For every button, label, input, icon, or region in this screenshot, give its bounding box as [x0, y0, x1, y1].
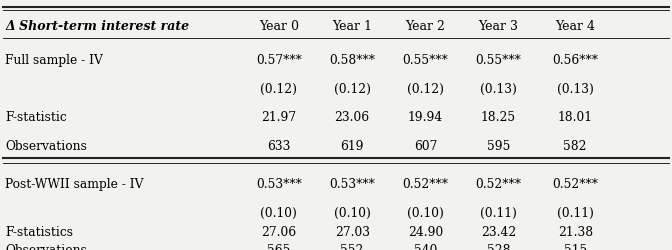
Text: (0.12): (0.12)	[260, 82, 298, 95]
Text: 0.52***: 0.52***	[403, 178, 448, 191]
Text: 552: 552	[341, 244, 364, 250]
Text: Post-WWII sample - IV: Post-WWII sample - IV	[5, 178, 144, 191]
Text: 595: 595	[487, 140, 510, 153]
Text: 21.38: 21.38	[558, 225, 593, 238]
Text: 582: 582	[564, 140, 587, 153]
Text: F-statistic: F-statistic	[5, 111, 67, 124]
Text: 633: 633	[267, 140, 290, 153]
Text: Observations: Observations	[5, 244, 87, 250]
Text: 27.06: 27.06	[261, 225, 296, 238]
Text: 0.55***: 0.55***	[403, 54, 448, 66]
Text: 0.58***: 0.58***	[329, 54, 375, 66]
Text: Year 1: Year 1	[332, 20, 372, 33]
Text: 0.57***: 0.57***	[256, 54, 302, 66]
Text: Observations: Observations	[5, 140, 87, 153]
Text: 18.25: 18.25	[481, 111, 516, 124]
Text: (0.13): (0.13)	[480, 82, 517, 95]
Text: Year 0: Year 0	[259, 20, 299, 33]
Text: 23.42: 23.42	[481, 225, 516, 238]
Text: 619: 619	[341, 140, 364, 153]
Text: Δ Short-term interest rate: Δ Short-term interest rate	[5, 20, 190, 33]
Text: Full sample - IV: Full sample - IV	[5, 54, 103, 66]
Text: (0.13): (0.13)	[557, 82, 593, 95]
Text: 528: 528	[487, 244, 510, 250]
Text: 0.56***: 0.56***	[552, 54, 598, 66]
Text: (0.11): (0.11)	[557, 206, 593, 220]
Text: 0.52***: 0.52***	[476, 178, 521, 191]
Text: 0.55***: 0.55***	[476, 54, 521, 66]
Text: Year 2: Year 2	[405, 20, 446, 33]
Text: 0.52***: 0.52***	[552, 178, 598, 191]
Text: (0.12): (0.12)	[407, 82, 444, 95]
Text: Year 4: Year 4	[555, 20, 595, 33]
Text: 23.06: 23.06	[335, 111, 370, 124]
Text: 0.53***: 0.53***	[256, 178, 302, 191]
Text: 0.53***: 0.53***	[329, 178, 375, 191]
Text: 540: 540	[414, 244, 437, 250]
Text: 27.03: 27.03	[335, 225, 370, 238]
Text: (0.12): (0.12)	[333, 82, 371, 95]
Text: F-statistics: F-statistics	[5, 225, 73, 238]
Text: Year 3: Year 3	[478, 20, 519, 33]
Text: 19.94: 19.94	[408, 111, 443, 124]
Text: (0.10): (0.10)	[407, 206, 444, 220]
Text: 607: 607	[414, 140, 437, 153]
Text: 24.90: 24.90	[408, 225, 443, 238]
Text: (0.10): (0.10)	[261, 206, 297, 220]
Text: 18.01: 18.01	[558, 111, 593, 124]
Text: (0.10): (0.10)	[334, 206, 370, 220]
Text: 515: 515	[564, 244, 587, 250]
Text: 565: 565	[267, 244, 290, 250]
Text: 21.97: 21.97	[261, 111, 296, 124]
Text: (0.11): (0.11)	[480, 206, 517, 220]
